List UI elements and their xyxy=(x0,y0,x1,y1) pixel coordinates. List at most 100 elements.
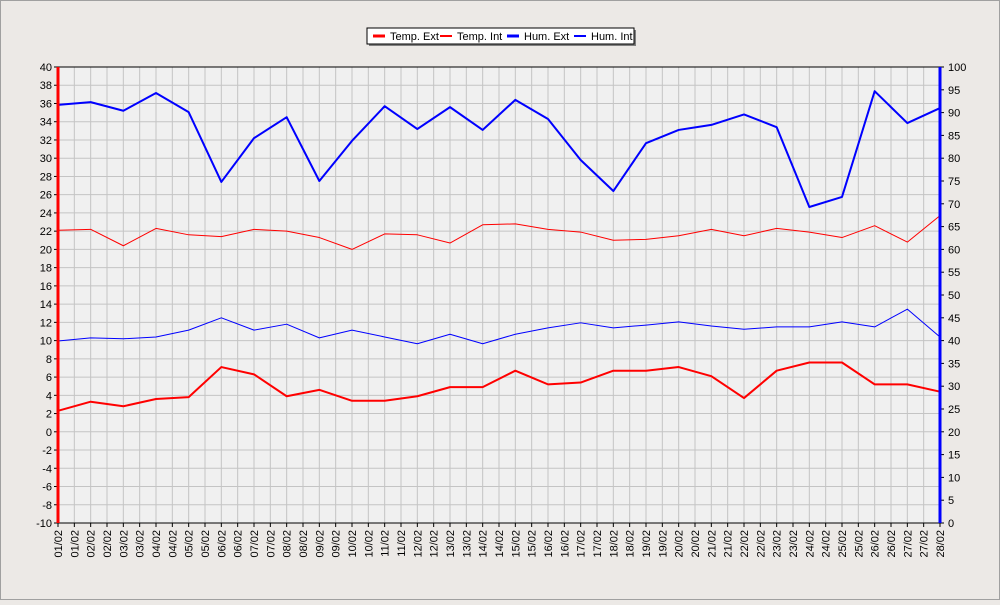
grid xyxy=(57,66,941,524)
x-tick-label: 11/02 xyxy=(396,530,408,557)
x-tick-label: 25/02 xyxy=(853,530,865,558)
y2-tick-label: 45 xyxy=(948,313,960,325)
y2-tick-label: 100 xyxy=(948,62,966,74)
y-tick-label: 2 xyxy=(46,409,52,421)
x-tick-label: 17/02 xyxy=(592,530,604,558)
y-tick-label: 22 xyxy=(40,226,52,238)
y2-tick-label: 35 xyxy=(948,358,960,370)
x-tick-label: 23/02 xyxy=(788,530,800,558)
y-tick-label: 36 xyxy=(40,98,52,110)
y2-tick-label: 40 xyxy=(948,336,960,348)
y2-tick-label: 95 xyxy=(948,85,960,97)
x-tick-label: 20/02 xyxy=(674,530,686,558)
y2-tick-label: 90 xyxy=(948,108,960,120)
legend-box xyxy=(366,27,635,45)
x-tick-label: 05/02 xyxy=(200,530,212,558)
x-tick-label: 21/02 xyxy=(723,530,735,558)
series-line xyxy=(57,215,941,250)
x-tick-label: 19/02 xyxy=(641,530,653,558)
x-tick-label: 18/02 xyxy=(608,530,620,558)
legend-label: Hum. Ext xyxy=(524,31,569,43)
x-tick-label: 01/02 xyxy=(69,530,81,558)
y-tick-label: 32 xyxy=(40,135,52,147)
x-tick-label: 28/02 xyxy=(935,530,947,558)
y-tick-label: 18 xyxy=(40,263,52,275)
y-tick-label: -2 xyxy=(42,445,52,457)
y-tick-label: 20 xyxy=(40,244,52,256)
x-tick-label: 15/02 xyxy=(527,530,539,558)
y2-tick-label: 0 xyxy=(948,518,954,530)
y-tick-label: 8 xyxy=(46,354,52,366)
x-tick-label: 21/02 xyxy=(706,530,718,558)
y-tick-label: -6 xyxy=(42,482,52,494)
y2-tick-label: 70 xyxy=(948,199,960,211)
x-tick-label: 11/02 xyxy=(380,530,392,557)
x-tick-label: 08/02 xyxy=(282,530,294,558)
x-tick-label: 24/02 xyxy=(821,530,833,558)
x-tick-label: 15/02 xyxy=(510,530,522,558)
x-tick-label: 13/02 xyxy=(445,530,457,558)
x-tick-label: 25/02 xyxy=(837,530,849,558)
y2-tick-label: 85 xyxy=(948,130,960,142)
y-tick-label: 10 xyxy=(40,336,52,348)
y2-tick-label: 5 xyxy=(948,495,954,507)
x-tick-label: 12/02 xyxy=(412,530,424,558)
y-tick-label: -10 xyxy=(36,518,52,530)
legend-label: Temp. Ext xyxy=(390,31,439,43)
x-tick-label: 06/02 xyxy=(216,530,228,558)
x-tick-label: 07/02 xyxy=(249,530,261,558)
x-tick-label: 04/02 xyxy=(167,530,179,558)
y-tick-label: 30 xyxy=(40,153,52,165)
y2-tick-label: 65 xyxy=(948,222,960,234)
x-tick-label: 23/02 xyxy=(772,530,784,558)
x-tick-label: 26/02 xyxy=(870,530,882,558)
y-tick-label: 24 xyxy=(40,208,52,220)
legend-label: Temp. Int xyxy=(457,31,502,43)
series-line xyxy=(57,361,941,412)
x-tick-label: 03/02 xyxy=(118,530,130,558)
x-tick-label: 05/02 xyxy=(184,530,196,558)
x-tick-label: 22/02 xyxy=(739,530,751,558)
y-tick-label: 14 xyxy=(40,299,52,311)
y2-tick-label: 30 xyxy=(948,381,960,393)
y-tick-label: 12 xyxy=(40,317,52,329)
x-tick-label: 03/02 xyxy=(135,530,147,558)
x-tick-label: 08/02 xyxy=(298,530,310,558)
series-line xyxy=(57,308,941,345)
x-tick-label: 18/02 xyxy=(625,530,637,558)
x-tick-label: 09/02 xyxy=(331,530,343,558)
y2-tick-label: 80 xyxy=(948,153,960,165)
y2-tick-label: 50 xyxy=(948,290,960,302)
y-tick-label: -4 xyxy=(42,463,52,475)
x-tick-label: 12/02 xyxy=(429,530,441,558)
y2-tick-label: 75 xyxy=(948,176,960,188)
x-tick-label: 10/02 xyxy=(347,530,359,558)
y-tick-label: 38 xyxy=(40,80,52,92)
x-tick-label: 27/02 xyxy=(919,530,931,558)
y2-tick-label: 10 xyxy=(948,472,960,484)
x-tick-label: 16/02 xyxy=(543,530,555,558)
y-tick-label: 16 xyxy=(40,281,52,293)
axes: -10-8-6-4-202468101214161820222426283032… xyxy=(36,62,966,558)
x-tick-label: 02/02 xyxy=(102,530,114,558)
y-tick-label: 34 xyxy=(40,117,52,129)
x-tick-label: 10/02 xyxy=(363,530,375,558)
x-tick-label: 26/02 xyxy=(886,530,898,558)
series-line xyxy=(57,90,941,208)
x-tick-label: 14/02 xyxy=(494,530,506,558)
y-tick-label: 40 xyxy=(40,62,52,74)
y-tick-label: 0 xyxy=(46,427,52,439)
x-tick-label: 07/02 xyxy=(265,530,277,558)
x-tick-label: 04/02 xyxy=(151,530,163,558)
series-lines xyxy=(57,90,941,412)
x-tick-label: 24/02 xyxy=(804,530,816,558)
x-tick-label: 27/02 xyxy=(902,530,914,558)
x-tick-label: 16/02 xyxy=(559,530,571,558)
x-tick-label: 17/02 xyxy=(576,530,588,558)
x-tick-label: 22/02 xyxy=(755,530,767,558)
x-tick-label: 01/02 xyxy=(53,530,65,558)
y-tick-label: 4 xyxy=(46,390,52,402)
y2-tick-label: 25 xyxy=(948,404,960,416)
x-tick-label: 09/02 xyxy=(314,530,326,558)
